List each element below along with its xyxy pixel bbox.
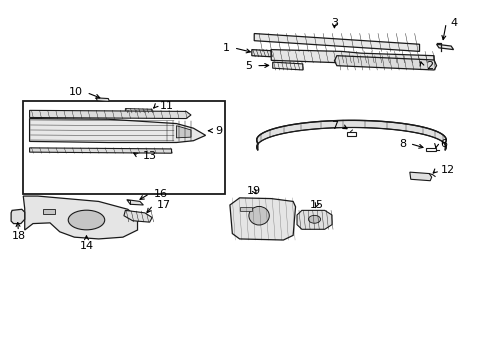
Text: 8: 8 (398, 139, 405, 149)
Polygon shape (123, 210, 152, 222)
Polygon shape (334, 56, 436, 70)
Polygon shape (126, 200, 143, 205)
Polygon shape (125, 109, 152, 113)
Text: 11: 11 (160, 101, 174, 111)
Polygon shape (239, 207, 251, 211)
Text: 15: 15 (309, 200, 323, 210)
Polygon shape (229, 198, 295, 240)
Text: 12: 12 (440, 165, 454, 175)
Text: 3: 3 (330, 18, 337, 28)
Text: 5: 5 (245, 61, 252, 71)
Text: 13: 13 (142, 151, 156, 161)
Text: 14: 14 (79, 241, 93, 251)
Polygon shape (96, 98, 109, 102)
Bar (23, 102, 224, 194)
Ellipse shape (68, 210, 104, 230)
Polygon shape (251, 50, 271, 57)
Text: 7: 7 (330, 121, 337, 131)
Text: 1: 1 (223, 43, 229, 53)
Polygon shape (176, 126, 191, 138)
Polygon shape (436, 44, 453, 50)
Text: 18: 18 (11, 231, 25, 242)
Polygon shape (30, 118, 205, 143)
Polygon shape (296, 210, 331, 229)
Text: 19: 19 (246, 186, 261, 196)
Polygon shape (409, 172, 431, 181)
Ellipse shape (248, 206, 269, 225)
Polygon shape (256, 120, 446, 150)
Polygon shape (42, 209, 55, 214)
Polygon shape (271, 50, 433, 64)
Polygon shape (23, 196, 137, 239)
Text: 9: 9 (215, 126, 222, 136)
Polygon shape (11, 209, 25, 224)
Ellipse shape (308, 215, 320, 223)
Polygon shape (30, 111, 191, 118)
Text: 16: 16 (153, 189, 167, 199)
Text: 4: 4 (449, 18, 456, 28)
Text: 2: 2 (425, 61, 432, 71)
Text: 17: 17 (157, 200, 171, 210)
Polygon shape (272, 62, 302, 70)
Polygon shape (254, 33, 419, 51)
Polygon shape (30, 148, 171, 153)
Text: 10: 10 (68, 87, 82, 98)
Text: 6: 6 (440, 139, 447, 149)
